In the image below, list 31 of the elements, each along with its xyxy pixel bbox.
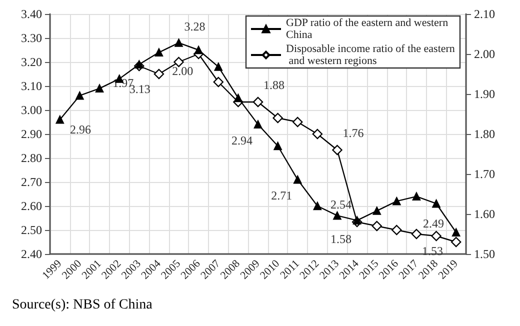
y-tick-label: 3.10 [21, 79, 42, 93]
y-tick-label: 3.20 [21, 55, 42, 69]
y-tick-label: 2.70 [21, 175, 42, 189]
data-label: 2.49 [422, 216, 444, 230]
y-tick-label: 2.80 [21, 151, 42, 165]
y2-tick-label: 1.80 [474, 127, 495, 141]
data-label: 2.54 [330, 197, 352, 212]
y2-tick-label: 2.00 [474, 47, 495, 61]
data-label: 1.76 [342, 126, 364, 140]
y-tick-label: 2.40 [21, 247, 42, 261]
data-label: 1.58 [330, 232, 352, 246]
data-label: 2.71 [271, 188, 292, 203]
y2-tick-label: 1.50 [474, 247, 495, 261]
legend-label: GDP ratio of the eastern and western China [286, 17, 451, 41]
source-note: Source(s): NBS of China [12, 298, 154, 312]
y-tick-label: 2.90 [21, 127, 42, 141]
data-label: 2.00 [172, 64, 194, 78]
y-tick-label: 3.30 [21, 31, 42, 45]
y2-tick-label: 2.10 [474, 7, 495, 21]
data-label: 1.88 [264, 78, 284, 92]
legend-label: Disposable income ratio of the eastern and western regions [286, 43, 456, 67]
y2-tick-label: 1.70 [474, 167, 495, 181]
data-label: 2.96 [70, 122, 92, 137]
data-label: 2.94 [232, 134, 252, 148]
y-tick-label: 2.50 [21, 223, 42, 237]
y-tick-label: 3.40 [21, 7, 42, 21]
y-tick-label: 2.60 [21, 199, 42, 213]
y-tick-label: 3.00 [21, 103, 42, 117]
y2-tick-label: 1.60 [474, 207, 495, 221]
data-label: 3.28 [184, 20, 206, 34]
y2-tick-label: 1.90 [474, 87, 495, 101]
